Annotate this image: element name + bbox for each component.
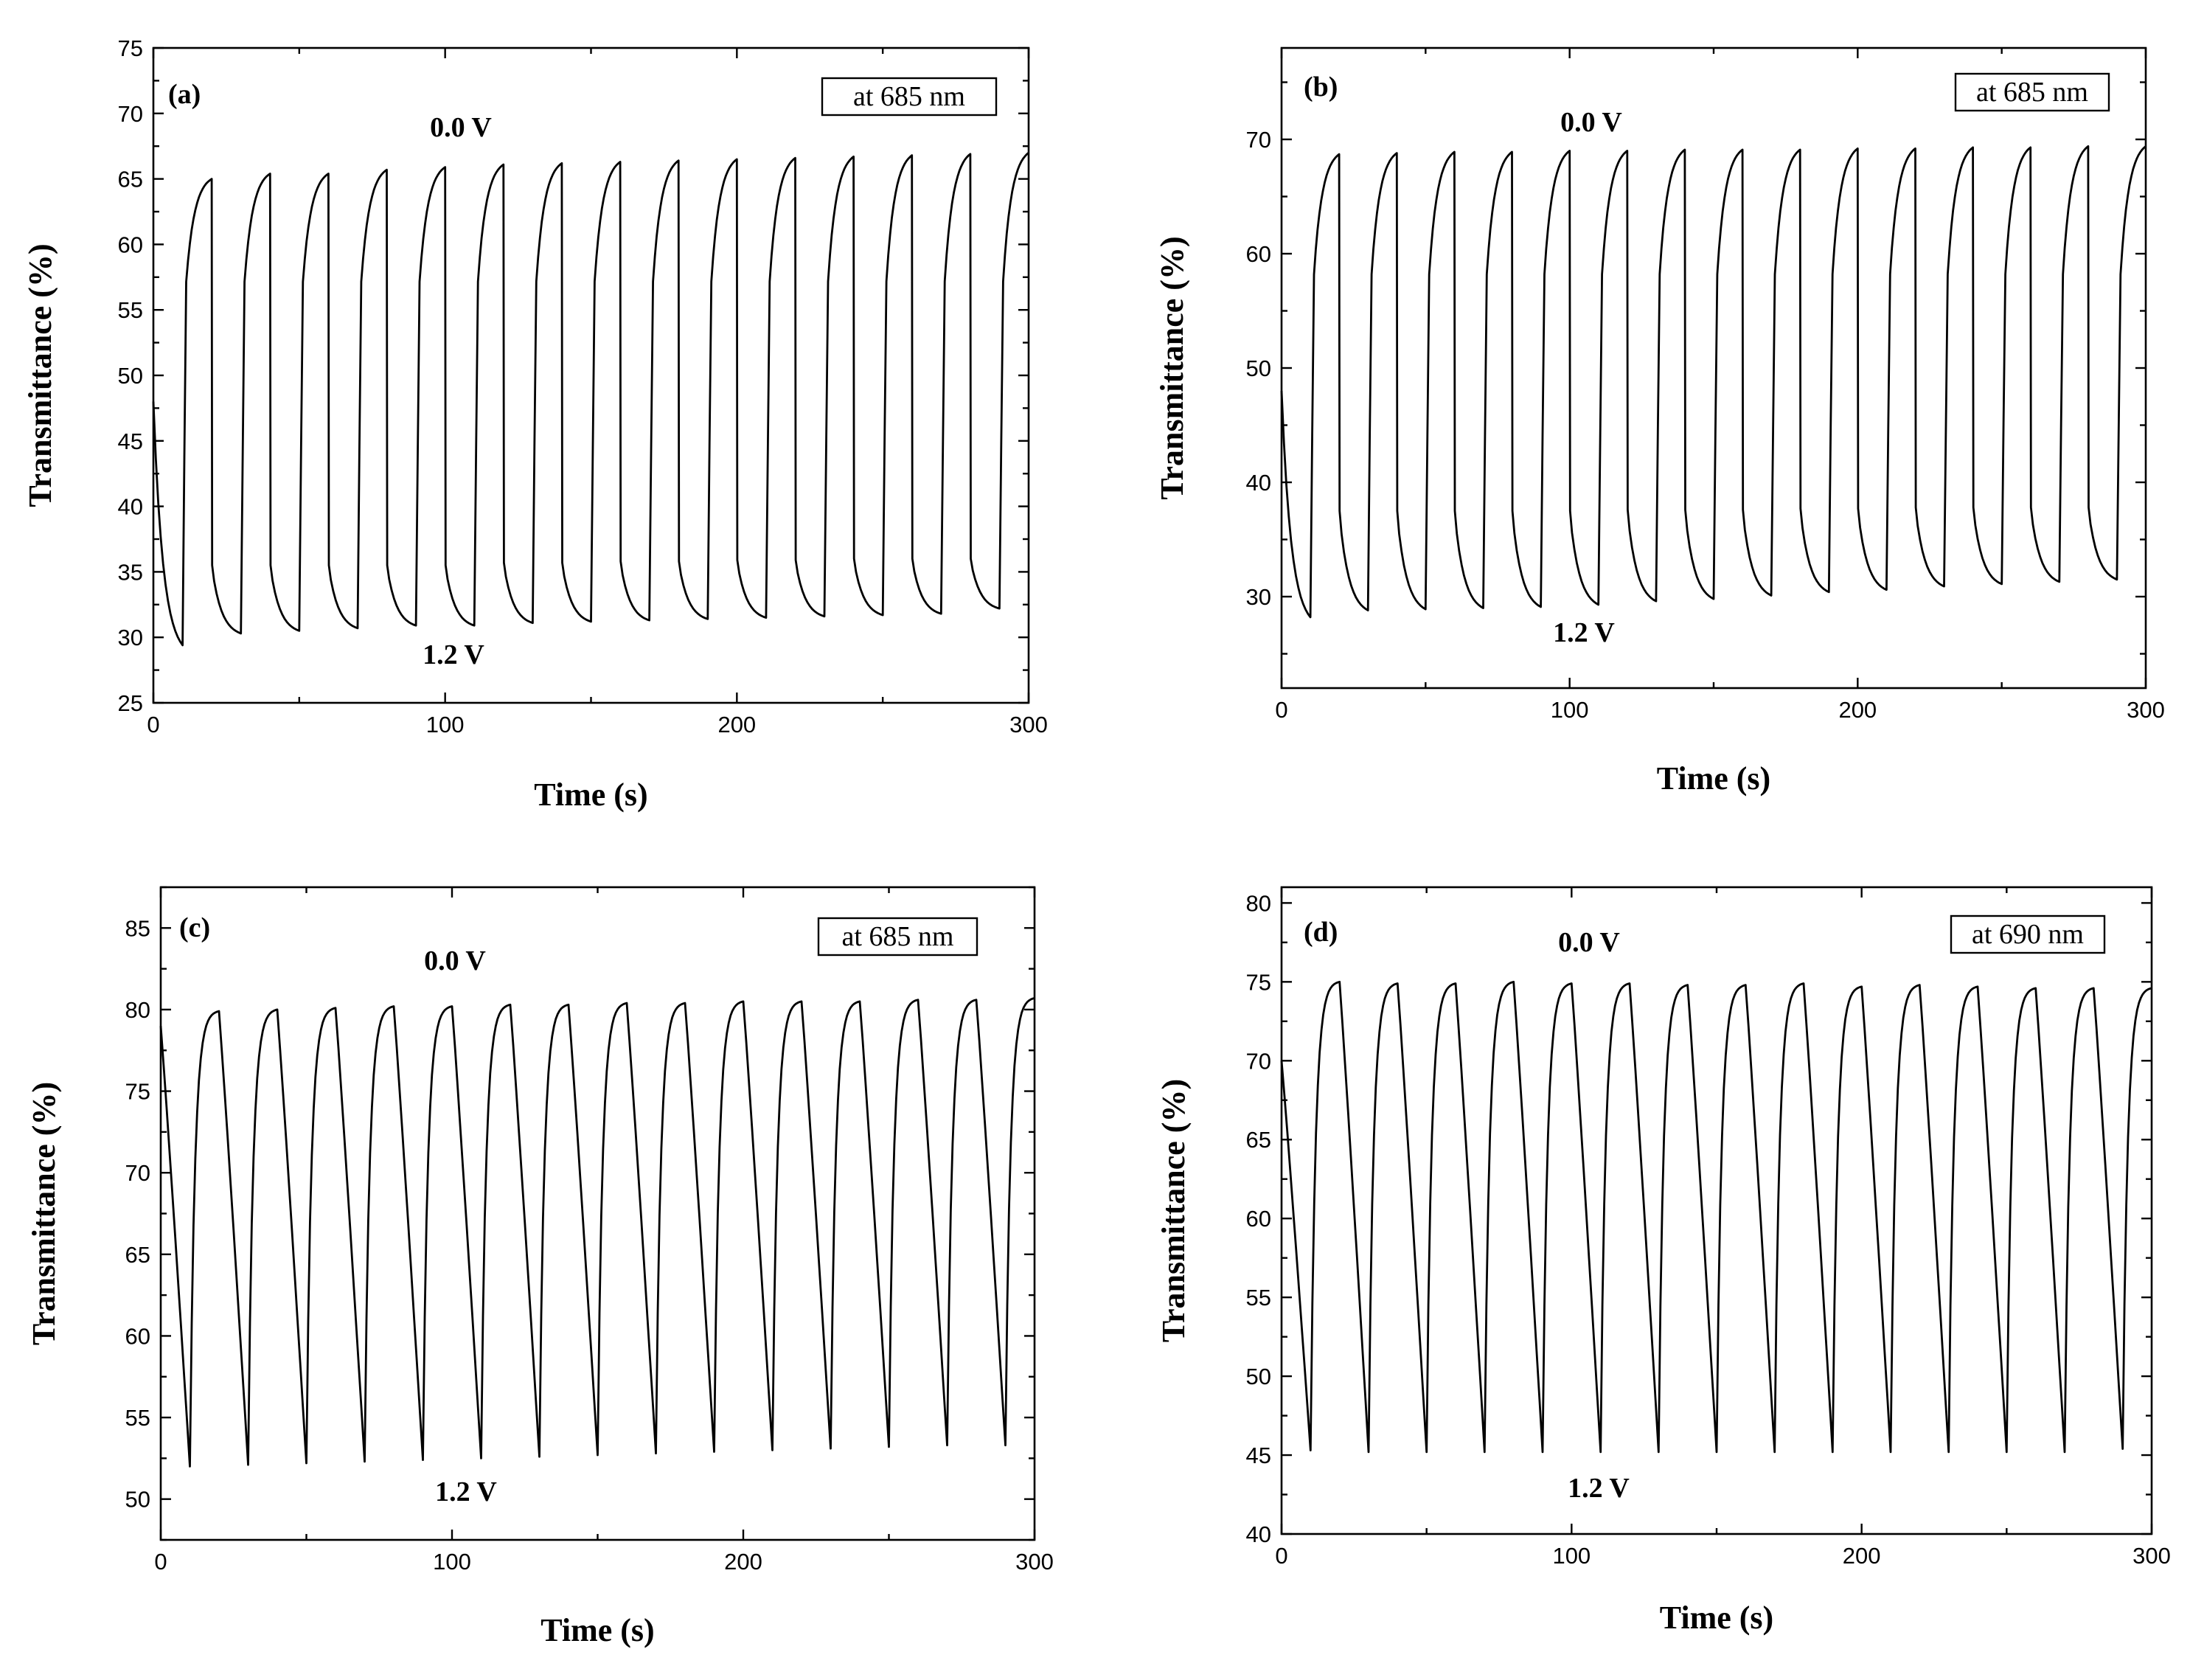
- chart-panel-b: 30 40 50 60 70 0 100 200 300 Time (s) Transmittanc…: [1154, 46, 2165, 796]
- y-tick-label-d: 40: [1246, 1521, 1271, 1547]
- y-axis-title-a: Transmittance (%): [22, 243, 58, 507]
- y-tick-label-c: 55: [125, 1405, 150, 1431]
- voltage-annotation-bottom-a: 1.2 V: [423, 639, 484, 670]
- voltage-annotation-top-d: 0.0 V: [1558, 927, 1620, 958]
- transmittance-series-d: [1280, 980, 2152, 1454]
- y-tick-label-d: 55: [1246, 1285, 1271, 1311]
- y-tick-label-a: 50: [118, 363, 143, 389]
- y-tick-label-a: 25: [118, 690, 143, 716]
- y-tick-label-b: 50: [1246, 355, 1271, 381]
- y-axis-title-c: Transmittance (%): [26, 1082, 62, 1345]
- panel-label-d: (d): [1304, 917, 1338, 948]
- y-tick-label-a: 55: [118, 297, 143, 323]
- x-axis-title-d: Time (s): [1660, 1600, 1773, 1636]
- panel-label-a: (a): [168, 79, 201, 110]
- x-tick-label-d: 300: [2132, 1543, 2171, 1569]
- wavelength-box-b: [1954, 72, 2110, 112]
- x-tick-label-b: 100: [1551, 697, 1589, 723]
- y-tick-label-a: 45: [118, 428, 143, 454]
- wavelength-box-c: [817, 917, 978, 957]
- x-tick-label-d: 200: [1843, 1543, 1881, 1569]
- y-tick-label-d: 50: [1246, 1364, 1271, 1389]
- x-tick-label-a: 100: [426, 712, 465, 737]
- wavelength-box-d: [1950, 914, 2106, 954]
- voltage-annotation-top-b: 0.0 V: [1560, 107, 1622, 138]
- voltage-annotation-bottom-b: 1.2 V: [1553, 617, 1615, 648]
- y-tick-label-d: 65: [1246, 1127, 1271, 1153]
- y-tick-label-d: 75: [1246, 969, 1271, 995]
- y-tick-label-d: 60: [1246, 1206, 1271, 1232]
- voltage-annotation-top-c: 0.0 V: [424, 945, 486, 976]
- y-tick-label-b: 40: [1246, 470, 1271, 496]
- y-axis-title-b: Transmittance (%): [1154, 236, 1190, 499]
- chart-panel-d: 40 45 50 55 60 65 70 75 80 0 100 200 300 Time (s) Tran…: [1155, 886, 2171, 1636]
- y-tick-label-b: 70: [1246, 127, 1271, 153]
- y-tick-label-d: 45: [1246, 1443, 1271, 1468]
- transmittance-series-a: [152, 152, 1029, 647]
- x-tick-label-a: 0: [147, 712, 159, 737]
- voltage-annotation-bottom-d: 1.2 V: [1568, 1473, 1630, 1504]
- x-tick-label-b: 200: [1838, 697, 1877, 723]
- y-tick-label-c: 80: [125, 997, 150, 1023]
- y-tick-label-a: 70: [118, 101, 143, 127]
- x-tick-label-a: 200: [717, 712, 756, 737]
- y-tick-label-a: 60: [118, 232, 143, 257]
- voltage-annotation-top-a: 0.0 V: [430, 112, 492, 143]
- x-tick-label-b: 0: [1275, 697, 1287, 723]
- chart-panel-a: 25 30 35 40 45 50 55 60 65 70 75 0 100 200 300 Time (s)…: [22, 35, 1048, 813]
- y-tick-label-a: 65: [118, 167, 143, 192]
- y-tick-label-c: 70: [125, 1160, 150, 1186]
- transmittance-series-c: [159, 997, 1035, 1468]
- y-tick-label-c: 75: [125, 1079, 150, 1105]
- y-tick-label-c: 85: [125, 915, 150, 941]
- panel-label-c: (c): [179, 912, 210, 943]
- y-tick-label-a: 75: [118, 35, 143, 61]
- panel-label-b: (b): [1304, 72, 1338, 103]
- wavelength-label-d: at 690 nm: [1972, 919, 2084, 950]
- y-tick-label-b: 30: [1246, 584, 1271, 610]
- y-tick-label-a: 40: [118, 494, 143, 520]
- x-tick-label-c: 0: [154, 1549, 167, 1575]
- y-tick-label-a: 30: [118, 625, 143, 650]
- y-tick-label-d: 70: [1246, 1048, 1271, 1074]
- x-tick-label-d: 0: [1275, 1543, 1287, 1569]
- x-axis-title-a: Time (s): [534, 777, 647, 813]
- y-tick-label-d: 80: [1246, 890, 1271, 916]
- y-axis-title-d: Transmittance (%): [1155, 1079, 1192, 1342]
- transmittance-series-b: [1280, 145, 2146, 619]
- x-tick-label-c: 200: [724, 1549, 762, 1575]
- y-tick-label-c: 65: [125, 1242, 150, 1268]
- chart-panel-c: 50 55 60 65 70 75 80 85 0 100 200 300 Time (s) Transm…: [26, 886, 1054, 1648]
- x-tick-label-c: 100: [433, 1549, 471, 1575]
- wavelength-label-b: at 685 nm: [1976, 77, 2088, 108]
- wavelength-label-c: at 685 nm: [842, 921, 954, 952]
- y-tick-label-c: 50: [125, 1487, 150, 1513]
- y-tick-label-c: 60: [125, 1323, 150, 1349]
- x-axis-title-b: Time (s): [1657, 760, 1770, 796]
- wavelength-label-a: at 685 nm: [853, 81, 965, 112]
- y-tick-label-a: 35: [118, 559, 143, 585]
- x-axis-title-c: Time (s): [540, 1612, 654, 1648]
- x-tick-label-c: 300: [1015, 1549, 1054, 1575]
- x-tick-label-b: 300: [2127, 697, 2165, 723]
- x-tick-label-a: 300: [1009, 712, 1048, 737]
- y-tick-label-b: 60: [1246, 241, 1271, 267]
- x-tick-label-d: 100: [1552, 1543, 1591, 1569]
- voltage-annotation-bottom-c: 1.2 V: [435, 1476, 497, 1507]
- wavelength-box-a: [821, 77, 998, 117]
